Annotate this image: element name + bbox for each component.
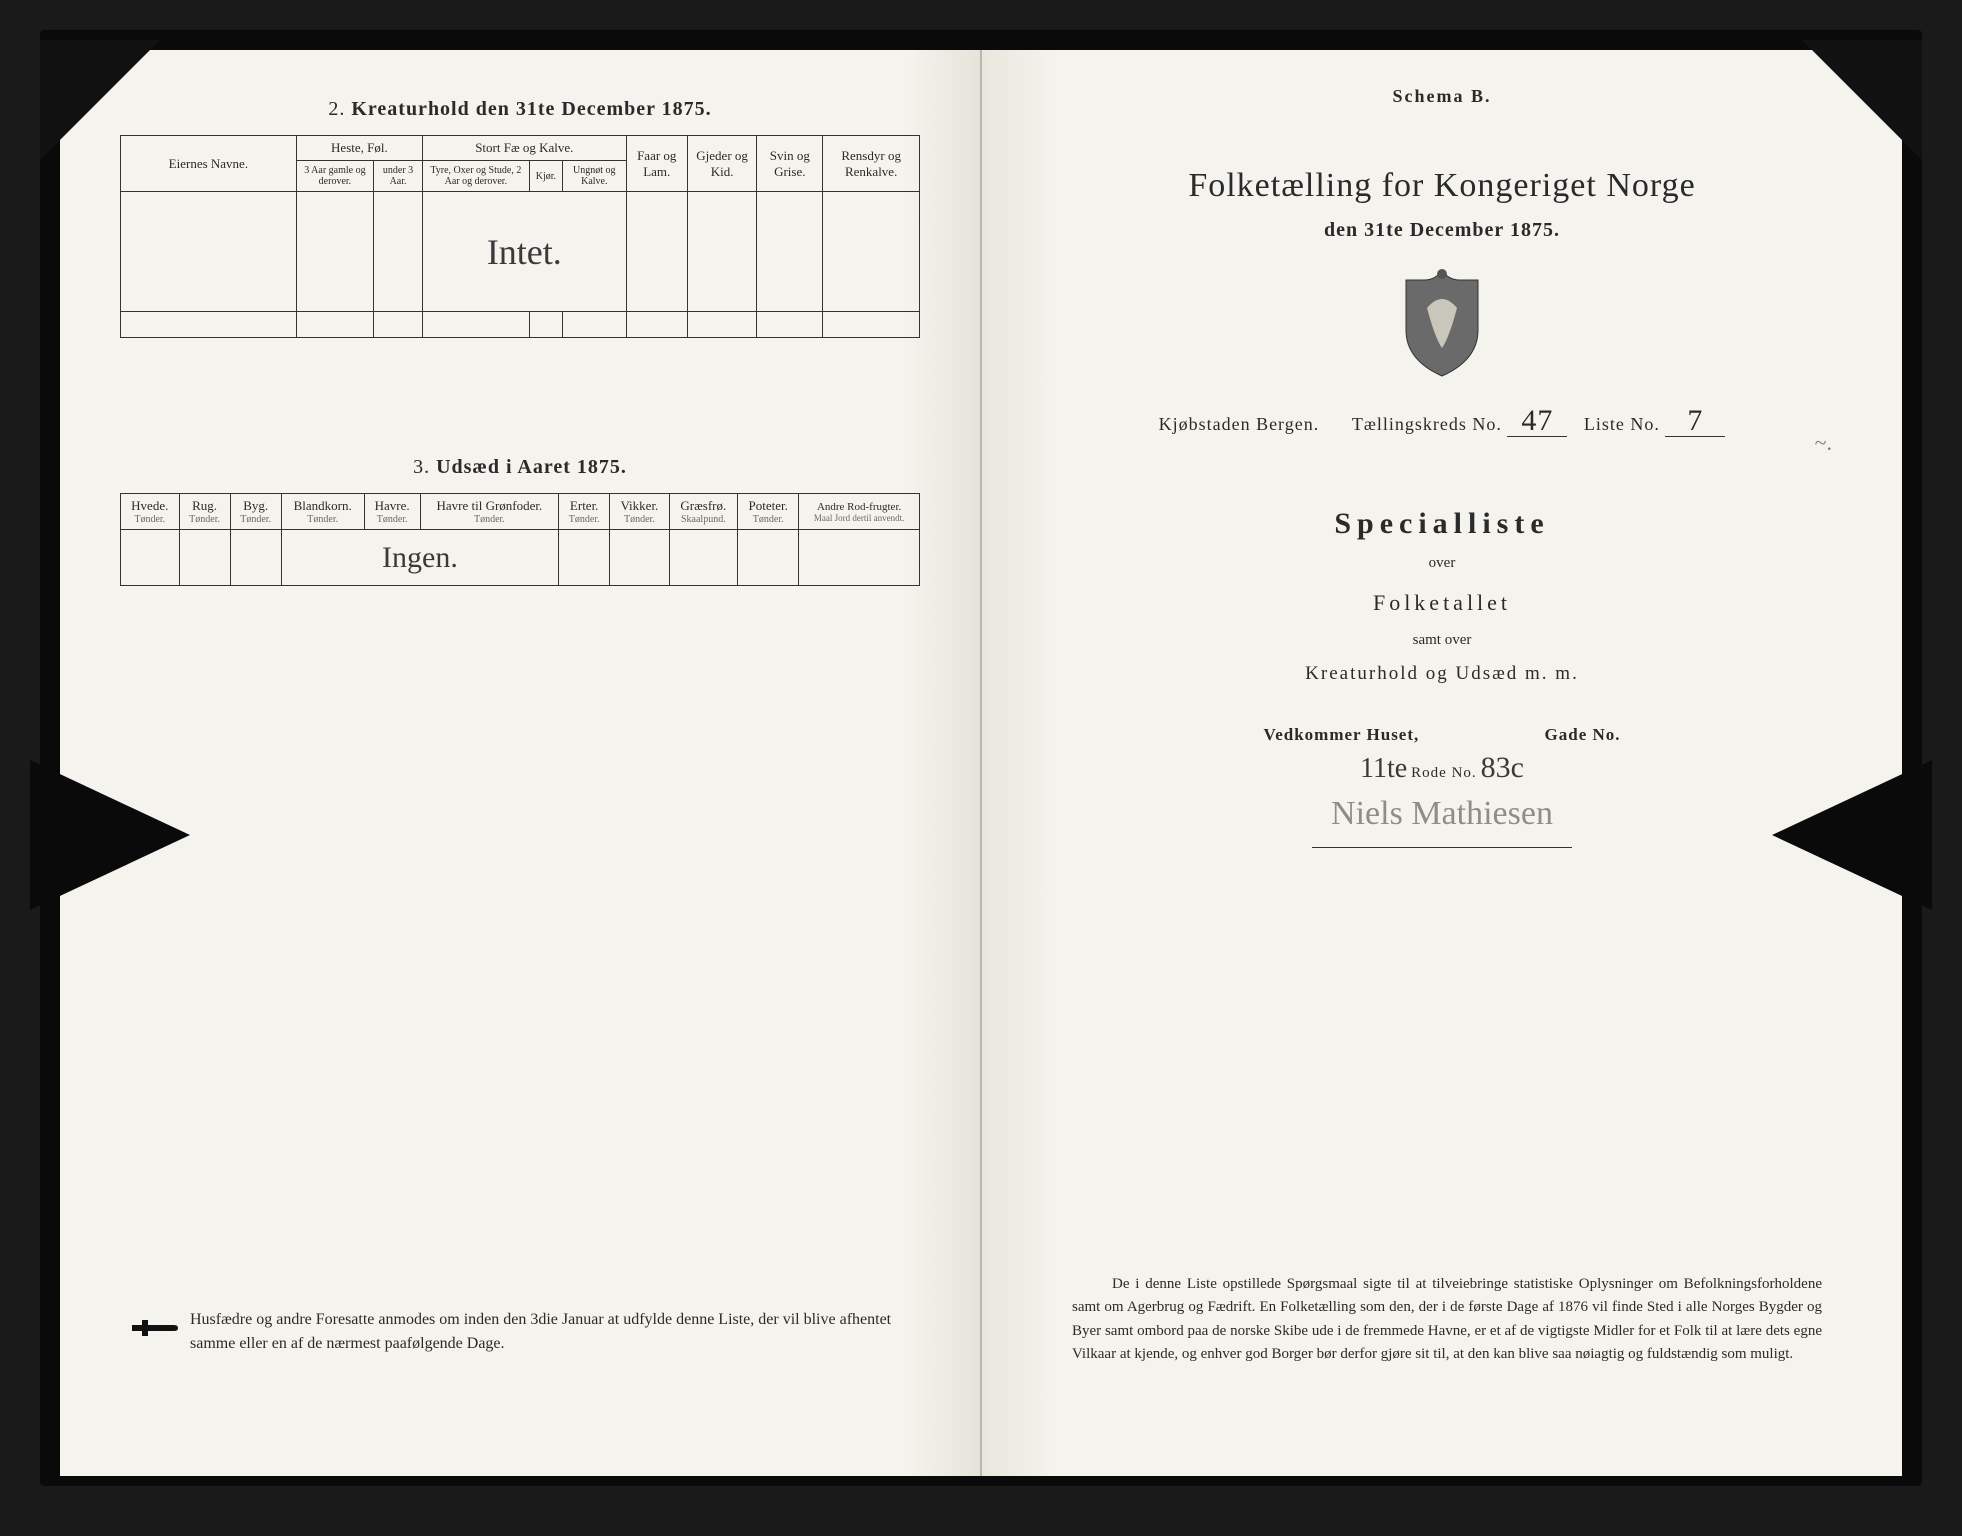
section2-text: Kreaturhold den 31te December 1875. — [351, 98, 711, 120]
col-owner: Eiernes Navne. — [121, 136, 297, 192]
rode-label: Rode No. — [1411, 765, 1477, 781]
gade-label: Gade No. — [1545, 725, 1621, 745]
sub-cattle-a: Tyre, Oxer og Stude, 2 Aar og derover. — [423, 161, 530, 192]
col-sheep: Faar og Lam. — [626, 136, 687, 192]
census-title: Folketælling for Kongeriget Norge — [1042, 167, 1842, 205]
census-subtitle: den 31te December 1875. — [1042, 219, 1842, 242]
c6: Havre til Grønfoder.Tønder. — [420, 494, 559, 530]
sub-horse-b: under 3 Aar. — [374, 161, 423, 192]
rode-value: 83c — [1481, 751, 1524, 784]
c10: Poteter.Tønder. — [738, 494, 799, 530]
sub-cattle-c: Ungnøt og Kalve. — [563, 161, 627, 192]
c2: Rug.Tønder. — [179, 494, 230, 530]
city-label: Kjøbstaden Bergen. — [1159, 414, 1320, 434]
table3-entry: Ingen. — [382, 541, 458, 574]
vedkommer-label: Vedkommer Huset, — [1263, 725, 1419, 745]
grp-horse: Heste, Føl. — [296, 136, 422, 161]
c5: Havre.Tønder. — [364, 494, 420, 530]
col-pig: Svin og Grise. — [757, 136, 823, 192]
pointing-hand-icon — [130, 1315, 178, 1341]
c9: Græsfrø.Skaalpund. — [669, 494, 738, 530]
sub-horse-a: 3 Aar gamle og derover. — [296, 161, 373, 192]
signature-underline — [1312, 847, 1572, 848]
left-page: 2. Kreaturhold den 31te December 1875. E… — [60, 50, 982, 1476]
folketallet-label: Folketallet — [1042, 590, 1842, 616]
col-goat: Gjeder og Kid. — [687, 136, 756, 192]
c3: Byg.Tønder. — [230, 494, 281, 530]
left-footnote: Husfædre og andre Foresatte anmodes om i… — [190, 1308, 910, 1356]
right-page: Schema B. Folketælling for Kongeriget No… — [982, 50, 1902, 1476]
table-udsaed: Hvede.Tønder. Rug.Tønder. Byg.Tønder. Bl… — [120, 493, 920, 586]
c4: Blandkorn.Tønder. — [281, 494, 364, 530]
signature: Niels Mathiesen — [1331, 795, 1553, 832]
kreaturhold-label: Kreaturhold og Udsæd m. m. — [1042, 663, 1842, 685]
c8: Vikker.Tønder. — [610, 494, 669, 530]
vedkommer-row: Vedkommer Huset, Gade No. — [1042, 725, 1842, 745]
section3-prefix: 3. — [413, 456, 430, 478]
c11: Andre Rod-frugter.Maal Jord dertil anven… — [799, 494, 920, 530]
section2-prefix: 2. — [328, 98, 345, 120]
district-line: Kjøbstaden Bergen. Tællingskreds No. 47 … — [1042, 406, 1842, 437]
section3-text: Udsæd i Aaret 1875. — [436, 456, 627, 478]
table-kreaturhold: Eiernes Navne. Heste, Føl. Stort Fæ og K… — [120, 135, 920, 338]
coat-of-arms-icon — [1397, 268, 1487, 378]
stray-mark: ~. — [1815, 430, 1832, 456]
section3-title: 3. Udsæd i Aaret 1875. — [120, 456, 920, 479]
rode-prefix: 11te — [1360, 753, 1407, 784]
c7: Erter.Tønder. — [559, 494, 610, 530]
sub-cattle-b: Kjør. — [529, 161, 562, 192]
c1: Hvede.Tønder. — [121, 494, 180, 530]
liste-label: Liste No. — [1584, 414, 1660, 434]
schema-label: Schema B. — [1042, 86, 1842, 107]
col-rein: Rensdyr og Renkalve. — [823, 136, 920, 192]
liste-value: 7 — [1665, 406, 1725, 437]
samt-label: samt over — [1042, 632, 1842, 649]
over-label: over — [1042, 555, 1842, 572]
specialliste-title: Specialliste — [1042, 507, 1842, 541]
section2-title: 2. Kreaturhold den 31te December 1875. — [120, 98, 920, 121]
grp-cattle: Stort Fæ og Kalve. — [423, 136, 627, 161]
table2-entry: Intet. — [487, 232, 562, 272]
rode-row: 11te Rode No. 83c — [1042, 751, 1842, 785]
right-footnote: De i denne Liste opstillede Spørgsmaal s… — [1072, 1273, 1822, 1366]
kreds-label: Tællingskreds No. — [1352, 414, 1502, 434]
kreds-value: 47 — [1507, 406, 1567, 437]
